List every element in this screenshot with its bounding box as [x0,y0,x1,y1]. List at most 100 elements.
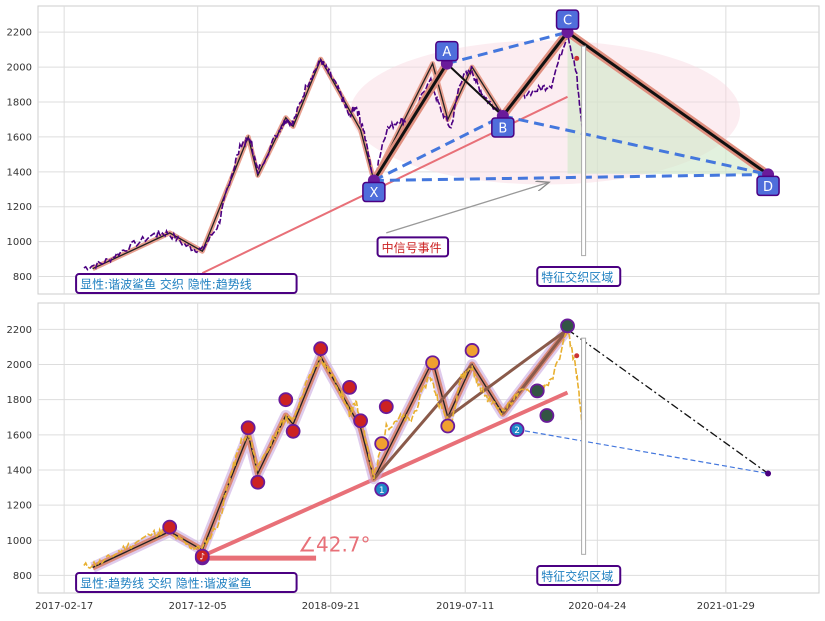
bottom-plot-content: ♪ 1 2 [83,318,772,573]
signal-arrow [386,182,549,234]
bottom-panel: 800 1000 1200 1400 1600 1800 2000 2200 2017-02-1… [7,302,820,612]
pattern-label-text: B [498,121,507,136]
x-tick-label: 2018-09-21 [302,601,360,612]
note-marker [560,318,575,334]
signal-dot [574,55,580,61]
annotation-feature-zone-box [536,564,622,586]
projection-dashed [516,428,769,475]
note-marker [529,383,545,399]
pattern-label-X: X [362,181,386,203]
x-tick-label: 2019-07-11 [436,601,494,612]
trend-point [374,481,390,497]
projection-line [567,328,769,475]
x-tick-label: 2020-04-24 [568,601,626,612]
note-marker [353,413,368,429]
pattern-label-A: A [435,40,459,62]
y-tick-label: 1400 [7,465,32,476]
y-tick-label: 1000 [7,237,32,248]
y-tick-label: 800 [13,272,32,283]
x-tick-label: 2021-01-29 [697,601,755,612]
y-tick-label: 1600 [7,132,32,143]
note-marker [240,420,256,436]
trend-point-label: ♪ [199,553,205,563]
annotation-feature-zone-text: 特征交织区域 [541,270,613,285]
pattern-dashed-XB [373,114,504,182]
pattern-label-box [362,181,386,203]
annotation-signal-event-text: 中信号事件 [382,240,442,255]
trend-point [194,548,210,564]
annotation-feature-zone-text: 特征交织区域 [541,568,613,583]
y-tick-label: 1200 [7,202,32,213]
pattern-label-text: X [369,186,378,201]
pattern-label-box [435,40,459,62]
zigzag-inner [92,329,569,569]
top-plot-content [83,26,775,275]
annotation-feature-zone-box [536,266,622,288]
y-tick-label: 2200 [7,28,32,39]
pattern-label-B: B [491,117,515,138]
trend-point [509,422,525,437]
annotation-signal-event-box [376,236,450,258]
note-marker [313,341,329,357]
annotation-pattern-info-text: 显性:趋势线 交织 隐性:谐波鲨鱼 [80,575,252,590]
note-marker [162,519,178,535]
pattern-label-box [555,9,580,30]
y-tick-label: 1400 [7,167,32,178]
annotation-pattern-info-box [75,571,298,593]
pattern-label-text: D [763,180,773,195]
trendline [201,390,569,558]
y-tick-label: 2000 [7,63,32,74]
plot-area [37,302,820,594]
trend-point-label: 2 [514,426,520,436]
inner-leg-1 [446,328,569,419]
y-tick-label: 800 [13,571,32,582]
note-marker [440,418,456,434]
note-marker [374,436,390,452]
y-tick-label: 1800 [7,395,32,406]
pattern-leg-core-CD [566,30,769,176]
y-tick-label: 1600 [7,430,32,441]
pattern-label-D: D [756,175,780,197]
top-panel: 800 1000 1200 1400 1600 1800 2000 2200 X A B C D 中信号事… [7,5,820,295]
pattern-dashed-XD [373,172,769,183]
pattern-dashed-AC [446,30,568,66]
pattern-dashed-BD [502,114,769,176]
note-marker [278,392,294,408]
note-marker [378,399,394,415]
x-tick-label: 2017-02-17 [35,601,93,612]
note-marker [342,379,357,395]
pattern-label-box [491,117,515,138]
angle-text: ∠42.7° [298,532,370,556]
trend-point-label: 1 [379,486,385,496]
x-tick-label: 2017-12-05 [169,601,227,612]
note-marker [464,343,480,358]
feature-marker [581,337,587,555]
pattern-label-C: C [555,9,580,30]
y-tick-label: 2200 [7,325,32,336]
projection-end [765,470,772,477]
annotation-signal-event: 中信号事件 [376,236,450,258]
feature-marker [581,45,587,257]
annotation-pattern-info: 显性:谐波鲨鱼 交织 隐性:趋势线 [75,273,298,295]
annotation-pattern-info-text: 显性:谐波鲨鱼 交织 隐性:趋势线 [80,277,252,292]
y-tick-label: 1200 [7,501,32,512]
annotation-feature-zone: 特征交织区域 [536,564,622,586]
pattern-label-box [756,175,780,197]
y-tick-label: 1800 [7,98,32,109]
pattern-leg-core-BC [501,31,569,117]
signal-dot [574,353,580,359]
annotation-feature-zone: 特征交织区域 [536,266,622,288]
note-marker [285,423,301,439]
pattern-leg-AB [446,62,504,117]
y-tick-label: 2000 [7,360,32,371]
inner-leg-0 [372,363,474,480]
note-marker [425,355,441,371]
pattern-leg-core-XA [372,62,449,182]
pattern-label-text: C [563,14,572,29]
annotation-pattern-info-box [75,273,298,295]
pattern-label-text: A [442,45,451,60]
note-marker [250,474,266,490]
price-line [83,331,584,570]
